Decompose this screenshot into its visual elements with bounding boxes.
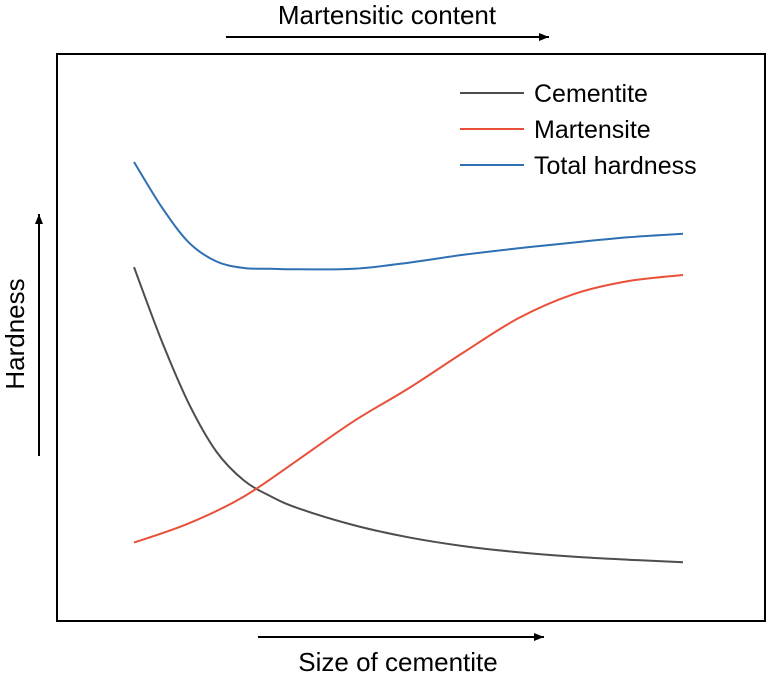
- legend-label-total-hardness: Total hardness: [534, 152, 697, 180]
- plot-frame: [56, 53, 766, 622]
- legend-label-martensite: Martensite: [534, 116, 651, 144]
- legend-label-cementite: Cementite: [534, 80, 648, 108]
- series-line-martensite: [133, 274, 684, 544]
- legend: Cementite Martensite Total hardness: [460, 80, 697, 180]
- series-group: [133, 161, 684, 564]
- y-axis-label: Hardness: [0, 278, 30, 389]
- x-axis-label: Size of cementite: [298, 647, 497, 677]
- series-line-total-hardness: [133, 161, 684, 271]
- top-axis-label: Martensitic content: [278, 0, 497, 30]
- series-line-cementite: [133, 266, 684, 564]
